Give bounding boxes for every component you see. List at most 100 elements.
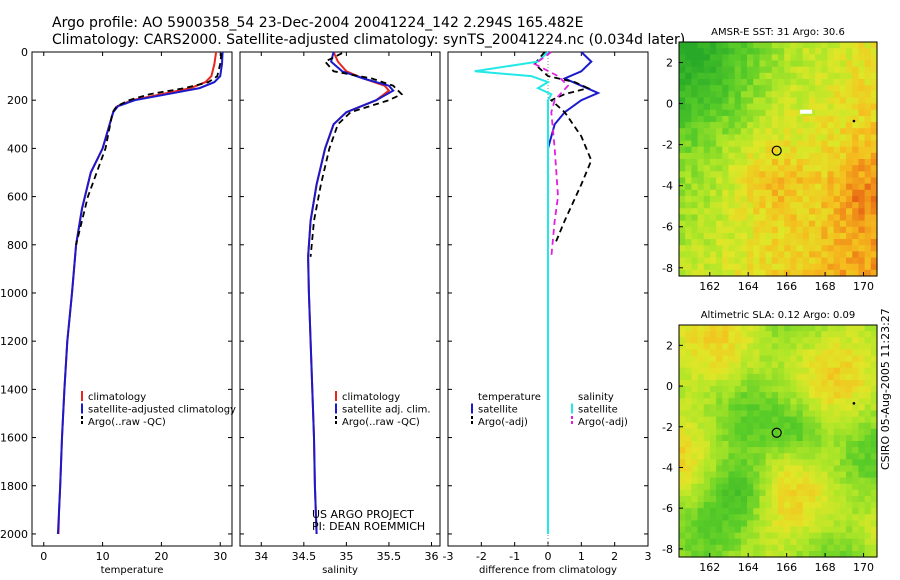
map-cell	[685, 226, 692, 234]
map-cell	[808, 532, 816, 540]
map-cell	[802, 514, 810, 521]
map-cell	[722, 495, 730, 503]
map-cell	[679, 483, 686, 491]
map-cell	[815, 54, 822, 62]
map-cell	[747, 42, 754, 49]
map-cell	[815, 520, 822, 528]
map-cell	[685, 189, 692, 197]
map-cell	[778, 349, 785, 357]
map-cell	[858, 122, 866, 129]
map-cell	[858, 152, 866, 160]
map-cell	[740, 269, 748, 277]
map-cell	[697, 361, 705, 369]
map-cell	[870, 373, 878, 381]
map-cell	[747, 325, 754, 332]
map-cell	[833, 146, 841, 154]
map-cell	[833, 103, 841, 111]
map-cell	[839, 152, 847, 160]
map-cell	[802, 337, 810, 344]
map-cell	[846, 72, 853, 80]
map-cell	[846, 514, 853, 521]
map-cell	[784, 489, 791, 497]
map-cell	[709, 520, 717, 528]
map-cell	[796, 520, 804, 528]
map-cell	[815, 245, 822, 252]
map-cell	[753, 214, 761, 222]
map-cell	[827, 495, 835, 503]
map-cell	[846, 85, 853, 92]
map-cell	[790, 331, 798, 338]
map-cell	[703, 103, 711, 111]
map-cell	[716, 373, 723, 381]
map-cell	[691, 331, 699, 338]
map-cell	[864, 428, 872, 436]
map-cell	[771, 171, 779, 179]
map-cell	[827, 465, 835, 473]
map-cell	[827, 232, 835, 240]
map-cell	[821, 159, 829, 166]
map-cell	[728, 422, 736, 430]
map-cell	[827, 349, 835, 357]
map-cell	[703, 109, 711, 117]
map-cell	[858, 489, 866, 497]
map-cell	[722, 171, 730, 179]
map-cell	[815, 109, 822, 117]
map-cell	[796, 355, 804, 363]
map-cell	[815, 355, 822, 363]
map-title: AMSR-E SST: 31 Argo: 30.6	[711, 27, 845, 38]
map-cell	[858, 183, 866, 191]
map-cell	[827, 214, 835, 222]
map-cell	[815, 183, 822, 191]
map-cell	[679, 115, 686, 123]
map-cell	[709, 72, 717, 80]
map-cell	[691, 72, 699, 80]
map-cell	[784, 544, 791, 552]
map-cell	[685, 140, 692, 148]
map-cell	[771, 373, 779, 381]
map-cell	[703, 550, 711, 558]
map-x-tick-label: 162	[699, 280, 720, 293]
map-cell	[858, 508, 866, 515]
map-cell	[790, 177, 798, 185]
map-cell	[759, 447, 767, 454]
map-cell	[833, 404, 841, 412]
map-cell	[870, 152, 878, 160]
map-cell	[716, 502, 723, 509]
map-cell	[802, 477, 810, 485]
map-cell	[765, 232, 773, 240]
map-cell	[815, 48, 822, 55]
map-cell	[716, 103, 723, 111]
map-cell	[691, 109, 699, 117]
map-cell	[734, 459, 742, 467]
map-cell	[821, 245, 829, 252]
map-cell	[802, 257, 810, 265]
map-cell	[796, 410, 804, 418]
map-cell	[697, 453, 705, 460]
map-cell	[747, 183, 754, 191]
map-cell	[846, 146, 853, 154]
map-cell	[709, 373, 717, 381]
map-cell	[771, 441, 779, 448]
map-cell	[679, 226, 686, 234]
map-cell	[827, 502, 835, 509]
map-cell	[697, 220, 705, 228]
map-cell	[747, 410, 754, 418]
map-cell	[784, 495, 791, 503]
map-cell	[815, 398, 822, 405]
map-cell	[703, 152, 711, 160]
map-cell	[771, 183, 779, 191]
map-cell	[858, 337, 866, 344]
map-cell	[790, 54, 798, 62]
map-cell	[796, 78, 804, 86]
map-cell	[765, 373, 773, 381]
map-cell	[753, 189, 761, 197]
map-cell	[846, 91, 853, 99]
map-cell	[703, 122, 711, 129]
map-cell	[753, 226, 761, 234]
map-cell	[852, 263, 860, 271]
map-cell	[716, 325, 723, 332]
map-cell	[709, 343, 717, 351]
map-cell	[815, 386, 822, 393]
map-cell	[870, 404, 878, 412]
map-cell	[759, 495, 767, 503]
